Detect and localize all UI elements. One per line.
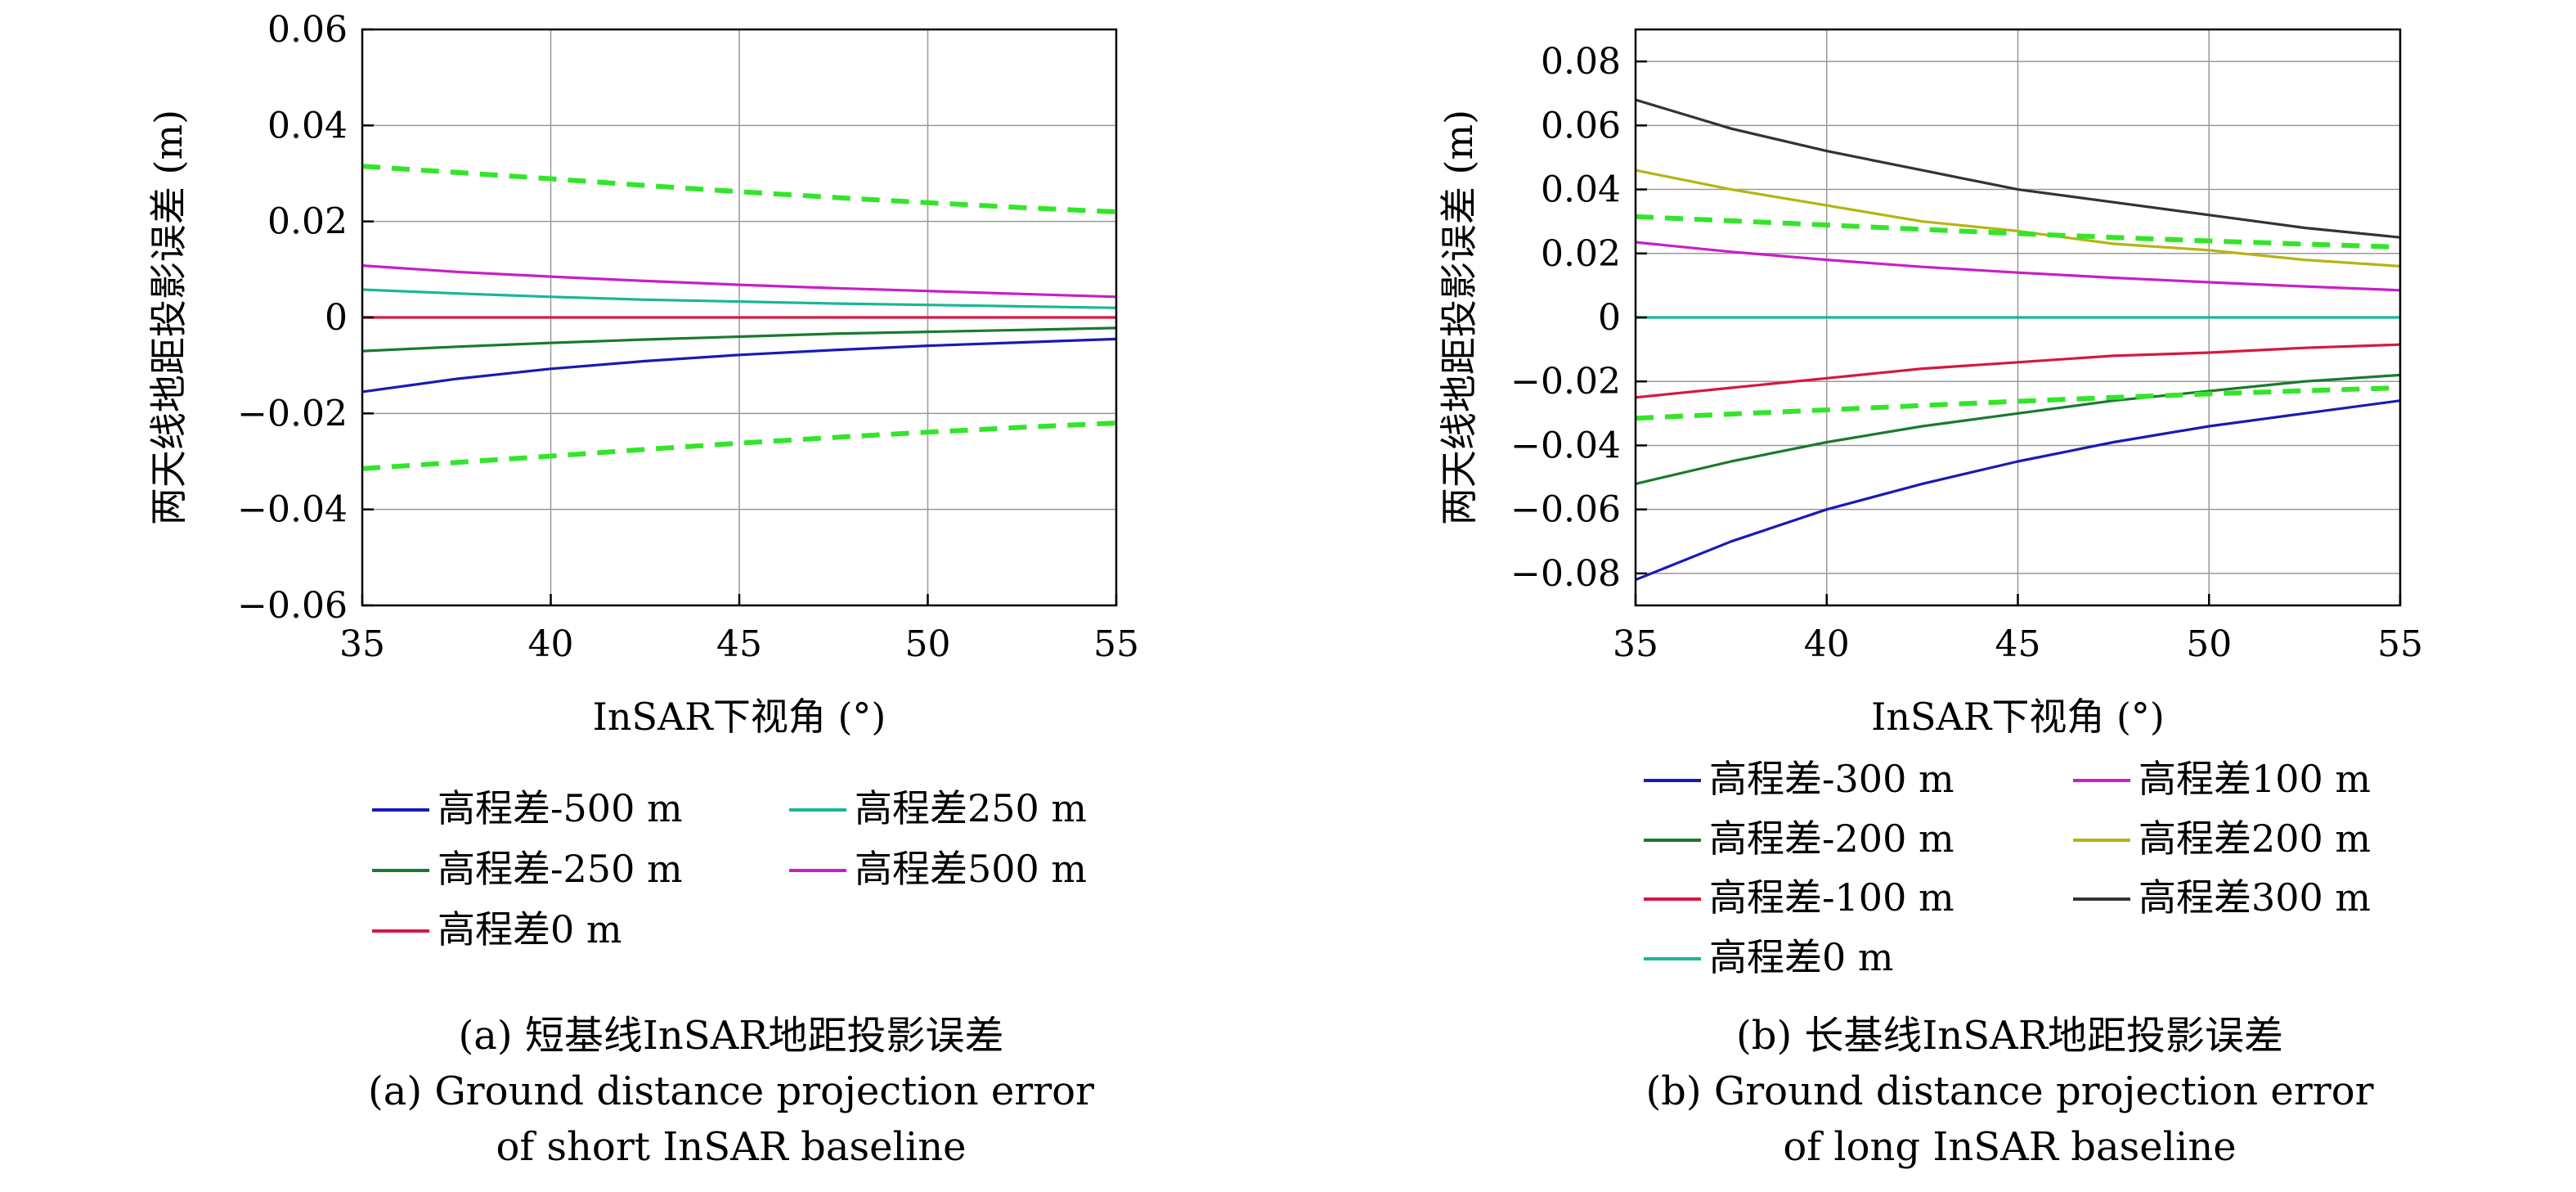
y-tick-label-8: 0.08 [1541, 41, 1621, 83]
caption-line-1: (b) Ground distance projection error [1645, 1068, 2373, 1114]
y-tick-label-0: −0.08 [1510, 553, 1621, 595]
legend-label-3: 高程差250 m [855, 786, 1087, 830]
series-line-2 [1635, 343, 2401, 399]
threshold-line-8 [1635, 385, 2401, 421]
x-tick-label-2: 45 [1995, 623, 2041, 665]
legend-label-6: 高程差300 m [2138, 875, 2371, 920]
y-tick-label-1: −0.06 [1510, 489, 1621, 531]
legend-label-4: 高程差100 m [2138, 757, 2371, 801]
legend: 高程差-500 m 高程差250 m 高程差-250 m 高程差500 m 高程差0 m [372, 786, 1087, 951]
y-tick-label-7: 0.06 [1541, 105, 1621, 146]
x-tick-label-4: 55 [1093, 623, 1139, 665]
legend: 高程差-300 m 高程差100 m 高程差-200 m 高程差200 m 高程差-10… [1644, 757, 2371, 979]
y-tick-label-0: −0.06 [237, 585, 348, 627]
caption-line-1: (a) Ground distance projection error [368, 1068, 1094, 1114]
legend-label-3: 高程差0 m [1709, 935, 1894, 979]
x-tick-label-3: 50 [2186, 623, 2232, 665]
y-tick-label-5: 0.04 [267, 105, 348, 146]
series-line-1 [1635, 373, 2401, 485]
x-tick-label-4: 55 [2377, 623, 2423, 665]
y-axis-label: 两天线地距投影误差 (m) [1437, 110, 1481, 525]
series-line-4 [1635, 241, 2401, 292]
threshold-line-6 [361, 421, 1117, 471]
x-tick-label-1: 40 [1804, 623, 1850, 665]
legend-label-5: 高程差200 m [2138, 816, 2371, 861]
series-line-5 [1635, 169, 2401, 268]
chart-b: 35 40 45 50 55 −0.08 −0.06 −0.04 −0.02 0 0.02 0.04 0… [1437, 28, 2423, 1170]
y-tick-label-2: −0.02 [237, 393, 348, 434]
legend-label-0: 高程差-300 m [1709, 757, 1954, 801]
threshold-line-7 [1635, 214, 2401, 250]
legend-label-2: 高程差-100 m [1709, 875, 1954, 920]
series-line-0 [361, 337, 1117, 394]
threshold-line-5 [361, 164, 1117, 214]
y-tick-label-4: 0.02 [267, 201, 348, 243]
series-line-6 [1635, 98, 2401, 239]
caption-line-2: of long InSAR baseline [1783, 1124, 2236, 1170]
y-tick-label-3: 0 [325, 297, 348, 339]
caption-line-0: (b) 长基线InSAR地距投影误差 [1736, 1013, 2283, 1059]
legend-label-4: 高程差500 m [855, 847, 1087, 891]
y-tick-label-1: −0.04 [237, 489, 348, 531]
series-line-4 [361, 264, 1117, 299]
x-tick-label-0: 35 [339, 623, 385, 665]
y-tick-label-3: −0.02 [1510, 361, 1621, 403]
x-axis-label: InSAR下视角 (°) [1871, 695, 2165, 739]
caption-line-2: of short InSAR baseline [496, 1124, 966, 1170]
legend-label-1: 高程差-200 m [1709, 816, 1954, 861]
y-tick-label-2: −0.04 [1510, 425, 1621, 466]
legend-label-1: 高程差-250 m [438, 847, 683, 891]
x-tick-label-1: 40 [528, 623, 574, 665]
series-line-0 [1635, 399, 2401, 582]
x-axis-label: InSAR下视角 (°) [593, 695, 886, 739]
legend-label-0: 高程差-500 m [438, 786, 683, 830]
y-tick-label-5: 0.02 [1541, 233, 1621, 275]
series-line-3 [361, 288, 1117, 309]
y-tick-label-6: 0.04 [1541, 169, 1621, 211]
caption-line-0: (a) 短基线InSAR地距投影误差 [459, 1013, 1004, 1059]
y-tick-label-4: 0 [1598, 297, 1621, 339]
y-axis-label: 两天线地距投影误差 (m) [146, 110, 191, 525]
legend-label-2: 高程差0 m [438, 907, 622, 951]
x-tick-label-2: 45 [716, 623, 762, 665]
series-line-1 [361, 326, 1117, 353]
chart-a: 35 40 45 50 55 −0.06 −0.04 −0.02 0 0.02 0.04 0.06 In… [146, 9, 1139, 1170]
x-tick-label-0: 35 [1613, 623, 1658, 665]
y-tick-label-6: 0.06 [267, 9, 348, 51]
x-tick-label-3: 50 [905, 623, 951, 665]
